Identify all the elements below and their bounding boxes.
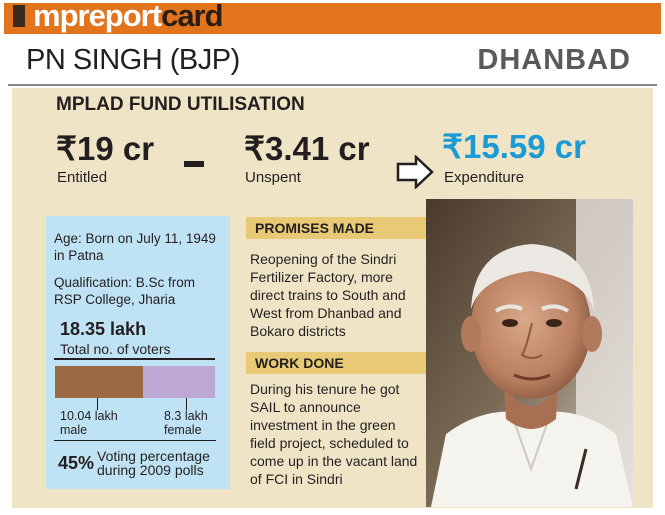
voting-percentage-label: Voting percentage during 2009 polls xyxy=(97,448,210,478)
entitled-amount: ₹19 cr xyxy=(56,130,155,167)
qualification-info: Qualification: B.Sc from RSP College, Jh… xyxy=(54,275,196,307)
expenditure-amount: ₹15.59 cr xyxy=(442,128,586,165)
unspent-amount: ₹3.41 cr xyxy=(244,130,370,167)
female-voters-label: female xyxy=(164,423,202,437)
banner-title-part2: report xyxy=(77,0,163,33)
mp-name: PN SINGH (BJP) xyxy=(26,44,240,76)
entitled-label: Entitled xyxy=(57,169,108,186)
mp-portrait-photo xyxy=(426,199,633,507)
total-voters-value: 18.35 lakh xyxy=(60,319,147,339)
profile-box xyxy=(46,216,230,489)
male-voters-label: male xyxy=(60,423,88,437)
banner-title: mpreportcard xyxy=(33,0,224,34)
female-voters-value: 8.3 lakh xyxy=(164,409,208,423)
divider xyxy=(8,84,657,86)
work-done-text: During his tenure he got SAIL to announc… xyxy=(250,381,418,487)
banner-title-part1: mp xyxy=(33,0,78,33)
arrow-right-icon xyxy=(396,154,434,194)
promises-heading: PROMISES MADE xyxy=(246,217,426,239)
header-banner xyxy=(4,3,661,34)
name-row: PN SINGH (BJP) DHANBAD xyxy=(4,36,661,82)
voter-bar-frame xyxy=(54,358,215,400)
banner-title-part3: card xyxy=(161,0,223,33)
expenditure-label: Expenditure xyxy=(444,169,525,186)
age-info: Age: Born on July 11, 1949 in Patna xyxy=(54,231,216,263)
work-done-heading: WORK DONE xyxy=(246,352,426,374)
minus-icon xyxy=(184,161,204,167)
male-tick xyxy=(97,398,98,410)
total-voters-label: Total no. of voters xyxy=(60,341,171,357)
promises-text: Reopening of the Sindri Fertilizer Facto… xyxy=(250,251,406,339)
male-voters-value: 10.04 lakh xyxy=(60,409,118,423)
constituency-name: DHANBAD xyxy=(477,44,631,76)
banner-tab-mark xyxy=(13,5,25,27)
unspent-label: Unspent xyxy=(245,169,301,186)
divider xyxy=(54,440,216,441)
male-voters-bar xyxy=(55,366,143,398)
female-tick xyxy=(186,398,187,410)
female-voters-bar xyxy=(143,366,215,398)
voting-percentage-value: 45% xyxy=(58,453,95,473)
fund-title: MPLAD FUND UTILISATION xyxy=(56,94,305,115)
